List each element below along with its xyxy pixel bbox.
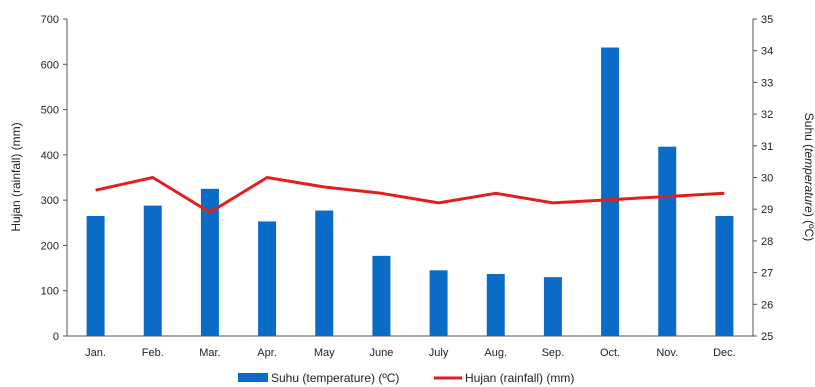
legend-label-bar: Suhu (temperature) (ºC) [271, 371, 399, 385]
y-left-tick-label: 300 [41, 195, 59, 207]
legend-label-line: Hujan (rainfall) (mm) [465, 371, 574, 385]
legend: Suhu (temperature) (ºC) Hujan (rainfall)… [238, 371, 574, 385]
x-tick-label: July [429, 347, 449, 359]
y-right-tick-label: 27 [761, 268, 773, 280]
y-right-tick-label: 28 [761, 236, 773, 248]
bar [315, 210, 334, 336]
bar [86, 215, 105, 336]
bar [200, 188, 219, 336]
rainfall-line [95, 176, 725, 214]
x-tick-label: Sep. [542, 347, 565, 359]
y-left-axis-label: Hujan (rainfall) (mm) [9, 122, 23, 231]
y-right-tick-label: 33 [761, 77, 773, 89]
y-right-axis-label: Suhu (temperature) (ºC) [802, 113, 815, 241]
y-right-tick-label: 29 [761, 204, 773, 216]
y-right-tick-label: 30 [761, 173, 773, 185]
axis-labels: Hujan (rainfall) (mm) Suhu (temperature)… [9, 113, 815, 241]
bar [429, 270, 448, 336]
y-left-tick-label: 200 [41, 240, 59, 252]
bar [601, 47, 620, 336]
y-left-tick-label: 100 [41, 286, 59, 298]
y-right-tick-label: 34 [761, 46, 773, 58]
y-right-tick-label: 35 [761, 14, 773, 26]
x-tick-label: Jan. [85, 347, 106, 359]
x-tick-label: Mar. [199, 347, 220, 359]
y-right-tick-label: 32 [761, 109, 773, 121]
legend-swatch-bar [238, 373, 268, 382]
x-tick-label: May [314, 347, 335, 359]
y-right-label-prefix: Suhu ( [802, 113, 815, 148]
x-tick-label: Oct. [600, 347, 620, 359]
x-tick-label: Nov. [656, 347, 678, 359]
line-series [95, 176, 725, 214]
x-tick-label: Apr. [257, 347, 277, 359]
axes: 0 100 200 300 400 500 600 700 25 26 27 28 29 30 31 32 33… [41, 14, 774, 359]
y-left-tick-label: 700 [41, 14, 59, 26]
y-right-tick-label: 31 [761, 141, 773, 153]
y-left-tick-label: 400 [41, 150, 59, 162]
bar [486, 273, 505, 336]
x-tick-label: Aug. [484, 347, 507, 359]
y-right-label-suffix: ) (ºC) [802, 213, 815, 241]
bar [372, 255, 391, 336]
bar [715, 215, 734, 336]
bar [258, 221, 277, 336]
x-tick-label: Dec. [713, 347, 736, 359]
y-left-tick-label: 600 [41, 59, 59, 71]
x-tick-label: Feb. [142, 347, 164, 359]
x-tick-label: June [369, 347, 393, 359]
y-right-tick-label: 26 [761, 299, 773, 311]
bar [543, 277, 562, 336]
y-right-label-italic: temperature [802, 148, 815, 213]
y-right-tick-label: 25 [761, 331, 773, 343]
y-left-tick-label: 0 [53, 331, 59, 343]
y-left-tick-label: 500 [41, 105, 59, 117]
bar [143, 205, 162, 336]
bar-series [86, 47, 734, 336]
bar [658, 146, 677, 336]
